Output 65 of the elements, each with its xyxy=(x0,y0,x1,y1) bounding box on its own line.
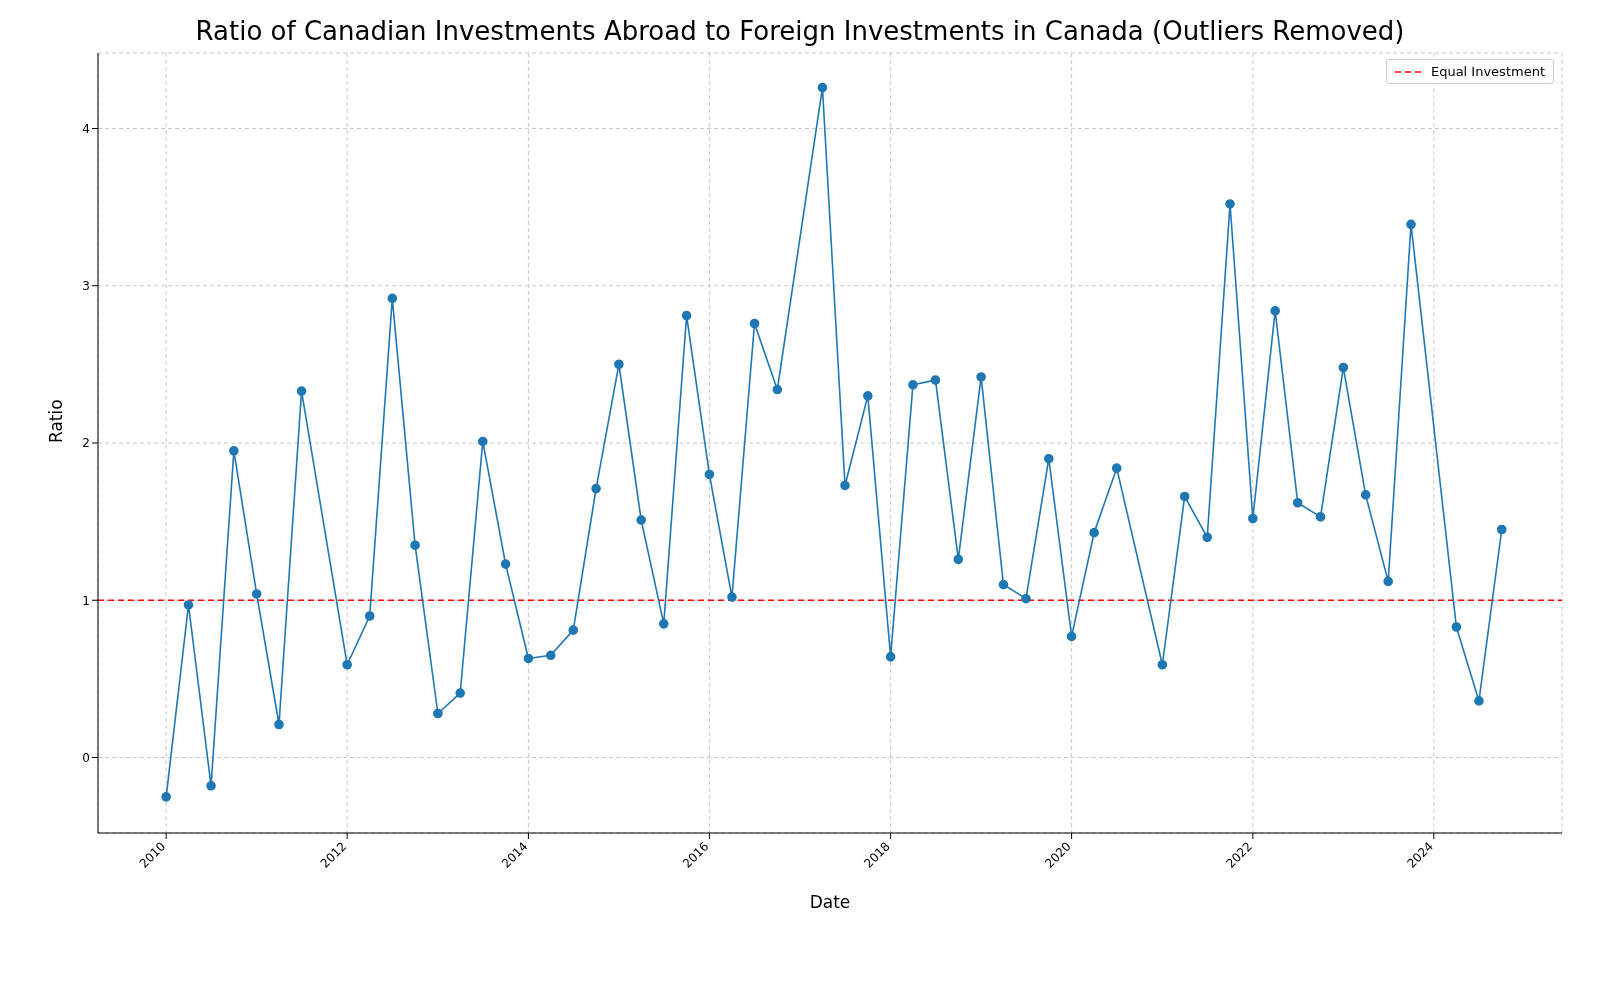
point xyxy=(1225,199,1235,209)
point xyxy=(1111,463,1122,473)
y-tick-label: 4 xyxy=(82,121,90,136)
point xyxy=(1496,524,1507,535)
point xyxy=(817,82,828,93)
point xyxy=(1202,532,1213,543)
point xyxy=(953,554,964,565)
y-tick-label: 0 xyxy=(82,750,90,765)
point xyxy=(342,659,352,670)
point xyxy=(1474,696,1484,706)
point xyxy=(1248,513,1258,524)
point xyxy=(681,310,692,321)
point xyxy=(1315,512,1326,522)
point xyxy=(1021,593,1031,604)
point xyxy=(1270,306,1280,316)
point xyxy=(772,384,783,395)
point xyxy=(523,653,534,664)
point xyxy=(1338,362,1349,373)
point xyxy=(614,359,624,370)
x-axis-title: Date xyxy=(809,892,851,912)
point xyxy=(636,515,647,525)
point xyxy=(658,619,669,629)
point xyxy=(433,708,443,719)
point xyxy=(500,559,511,569)
point xyxy=(296,386,307,396)
point xyxy=(1292,497,1303,508)
point xyxy=(863,391,873,401)
chart-title: Ratio of Canadian Investments Abroad to Foreign Investments in Canada (Outliers Removed) xyxy=(194,16,1406,46)
point xyxy=(477,436,488,447)
point xyxy=(1043,453,1054,464)
point xyxy=(364,611,375,621)
point xyxy=(930,375,941,385)
point xyxy=(591,483,601,494)
point xyxy=(1179,491,1190,502)
point xyxy=(206,781,216,791)
point xyxy=(1360,490,1371,500)
point xyxy=(727,592,737,602)
point xyxy=(568,625,579,635)
point xyxy=(885,652,896,662)
legend-label: Equal Investment xyxy=(1430,64,1545,79)
point xyxy=(704,469,715,480)
point xyxy=(387,293,398,304)
point xyxy=(1406,219,1416,230)
point xyxy=(840,480,850,491)
point xyxy=(161,792,171,802)
point xyxy=(410,540,420,551)
y-tick-label: 3 xyxy=(82,279,90,293)
point xyxy=(545,650,556,661)
point xyxy=(749,318,760,329)
point xyxy=(1451,622,1462,632)
point xyxy=(274,719,284,730)
point xyxy=(183,600,194,610)
point xyxy=(976,372,986,382)
point xyxy=(229,446,239,456)
point xyxy=(455,688,466,698)
y-tick-label: 1 xyxy=(82,593,90,608)
y-tick-label: 2 xyxy=(82,436,90,451)
point xyxy=(1089,527,1099,538)
point xyxy=(1383,576,1393,587)
point xyxy=(998,579,1009,590)
point xyxy=(1066,631,1077,642)
point xyxy=(1157,659,1168,670)
point xyxy=(251,589,262,599)
y-axis-title: Ratio xyxy=(46,399,67,443)
point xyxy=(908,380,918,390)
